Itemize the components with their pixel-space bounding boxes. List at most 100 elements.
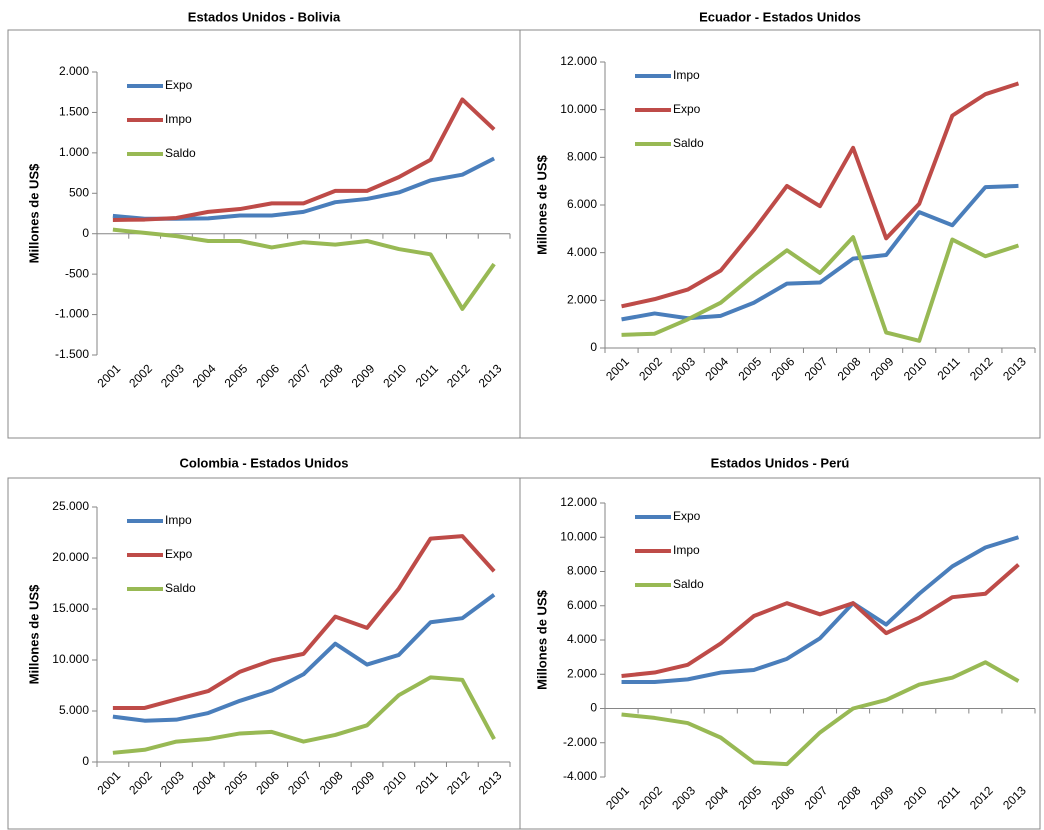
x-tick-label: 2010 [380,361,409,390]
x-tick-label: 2005 [222,361,251,390]
x-tick-label: 2008 [835,354,864,383]
panel-frame [519,29,1041,439]
x-tick-label: 2006 [253,361,282,390]
y-tick-label: -1.000 [55,307,89,321]
legend-label: Impo [673,543,700,557]
y-tick-label: 5.000 [59,703,89,717]
x-tick-label: 2012 [967,354,996,383]
x-tick-label: 2003 [669,354,698,383]
y-tick-label: 0 [82,226,89,240]
y-axis-label: Millones de US$ [534,589,549,689]
chart-title: Estados Unidos - Perú [711,455,850,470]
y-tick-label: 10.000 [560,102,597,116]
y-tick-label: 2.000 [567,666,597,680]
y-tick-label: 6.000 [567,197,597,211]
x-tick-label: 2005 [735,354,764,383]
data-line [621,81,1020,309]
x-tick-label: 2011 [413,768,441,796]
x-tick-label: 2002 [126,361,155,390]
y-tick-label: 0 [590,701,597,715]
x-tick-label: 2007 [802,354,831,383]
data-line [112,156,496,221]
x-tick-label: 2004 [702,783,731,812]
y-axis-label: Millones de US$ [534,154,549,254]
y-tick-label: 8.000 [567,564,597,578]
x-tick-label: 2008 [317,768,346,797]
x-tick-label: 2011 [935,354,963,382]
x-tick-label: 2013 [1000,354,1029,383]
x-tick-label: 2005 [735,783,764,812]
x-tick-label: 2006 [769,354,798,383]
x-tick-label: 2004 [190,361,219,390]
x-tick-label: 2002 [126,768,155,797]
x-tick-label: 2010 [901,354,930,383]
y-tick-label: 1.500 [59,105,89,119]
legend-label: Impo [165,112,192,126]
y-tick-label: -4.000 [563,769,597,783]
legend-label: Expo [165,78,193,92]
x-tick-label: 2009 [868,354,897,383]
data-line [112,593,496,723]
chart-title: Estados Unidos - Bolivia [188,9,341,24]
y-tick-label: 25.000 [52,499,89,513]
data-line [112,534,496,710]
legend-label: Saldo [165,581,196,595]
y-tick-label: 10.000 [52,652,89,666]
x-tick-label: 2008 [317,361,346,390]
y-tick-label: 12.000 [560,54,597,68]
x-tick-label: 2006 [769,783,798,812]
panel-frame [519,477,1041,830]
x-tick-label: 2009 [349,768,378,797]
x-tick-label: 2013 [1000,783,1029,812]
data-line [621,535,1020,684]
x-tick-label: 2011 [413,361,441,389]
x-tick-label: 2004 [190,768,219,797]
data-line [621,235,1020,343]
y-tick-label: 4.000 [567,245,597,259]
x-tick-label: 2002 [636,354,665,383]
y-tick-label: 1.000 [59,145,89,159]
y-tick-label: 6.000 [567,598,597,612]
data-line [621,660,1020,767]
y-tick-label: -1.500 [55,347,89,361]
x-tick-label: 2009 [868,783,897,812]
x-tick-label: 2007 [285,768,314,797]
y-tick-label: 20.000 [52,550,89,564]
y-tick-label: 12.000 [560,495,597,509]
legend-label: Expo [165,547,193,561]
y-tick-label: 0 [590,340,597,354]
legend-label: Impo [165,513,192,527]
x-tick-label: 2004 [702,354,731,383]
chart-title: Ecuador - Estados Unidos [699,9,861,24]
legend-label: Saldo [673,136,704,150]
legend-label: Expo [673,509,701,523]
x-tick-label: 2010 [901,783,930,812]
x-tick-label: 2003 [669,783,698,812]
y-tick-label: 8.000 [567,150,597,164]
x-tick-label: 2003 [158,768,187,797]
data-line [621,563,1020,678]
y-axis-label: Millones de US$ [26,163,41,263]
x-tick-label: 2005 [222,768,251,797]
x-tick-label: 2007 [285,361,314,390]
x-tick-label: 2006 [253,768,282,797]
y-tick-label: 2.000 [59,64,89,78]
x-tick-label: 2003 [158,361,187,390]
x-tick-label: 2001 [603,783,632,812]
x-tick-label: 2012 [444,361,473,390]
x-tick-label: 2008 [835,783,864,812]
x-tick-label: 2011 [935,783,963,811]
y-axis-label: Millones de US$ [26,584,41,684]
legend-label: Impo [673,68,700,82]
data-line [112,97,496,222]
x-tick-label: 2012 [967,783,996,812]
x-tick-label: 2009 [349,361,378,390]
x-tick-label: 2001 [603,354,632,383]
data-line [112,675,496,755]
x-tick-label: 2001 [94,361,123,390]
x-tick-label: 2001 [94,768,123,797]
y-tick-label: 500 [69,185,89,199]
y-tick-label: 2.000 [567,293,597,307]
